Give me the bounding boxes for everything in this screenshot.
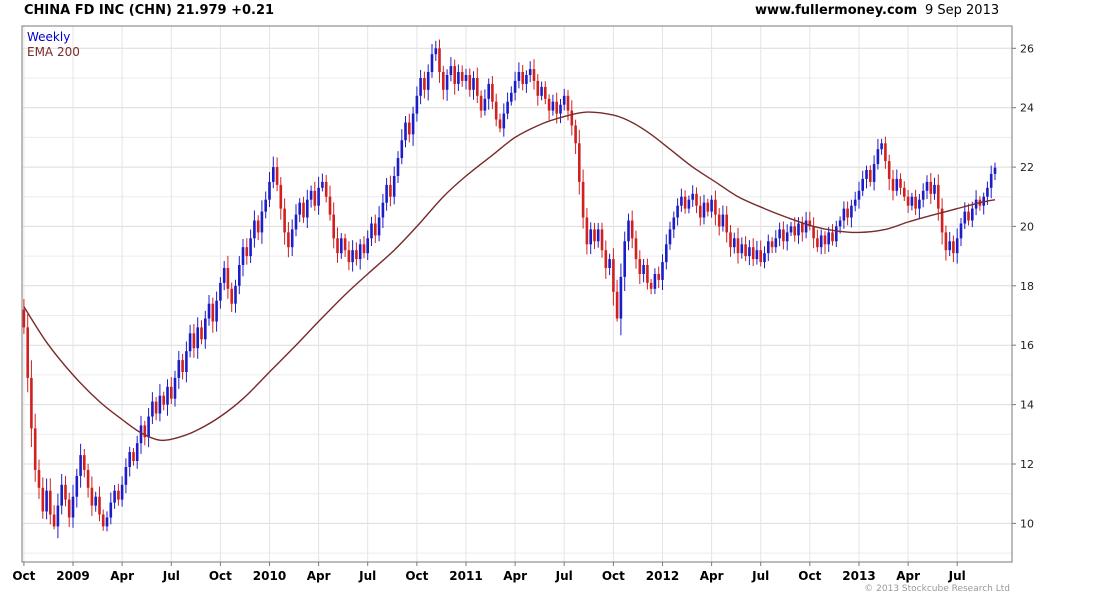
svg-text:2011: 2011 <box>449 569 482 583</box>
svg-text:24: 24 <box>1020 102 1034 115</box>
legend-ema-label: EMA 200 <box>27 45 80 59</box>
svg-text:2012: 2012 <box>646 569 679 583</box>
svg-text:Jul: Jul <box>751 569 769 583</box>
svg-text:12: 12 <box>1020 458 1034 471</box>
svg-text:2009: 2009 <box>56 569 89 583</box>
chart-date: 9 Sep 2013 <box>925 3 1000 18</box>
svg-text:18: 18 <box>1020 280 1034 293</box>
svg-text:20: 20 <box>1020 220 1034 233</box>
instrument-title: CHINA FD INC (CHN) 21.979 +0.21 <box>24 3 275 18</box>
svg-text:16: 16 <box>1020 339 1034 352</box>
svg-text:Jul: Jul <box>162 569 180 583</box>
svg-text:Apr: Apr <box>503 569 527 583</box>
svg-text:Oct: Oct <box>209 569 232 583</box>
svg-text:Apr: Apr <box>110 569 134 583</box>
svg-text:2013: 2013 <box>842 569 875 583</box>
copyright-note: © 2013 Stockcube Research Ltd <box>864 584 1010 594</box>
svg-text:Jul: Jul <box>948 569 966 583</box>
svg-text:2010: 2010 <box>253 569 286 583</box>
svg-text:10: 10 <box>1020 517 1034 530</box>
website-watermark: www.fullermoney.com <box>755 3 918 18</box>
legend-interval-label: Weekly <box>27 30 71 44</box>
svg-text:Apr: Apr <box>307 569 331 583</box>
svg-text:Oct: Oct <box>405 569 428 583</box>
svg-text:Oct: Oct <box>602 569 625 583</box>
svg-text:Apr: Apr <box>700 569 724 583</box>
svg-text:Apr: Apr <box>896 569 920 583</box>
svg-text:Jul: Jul <box>555 569 573 583</box>
svg-text:Oct: Oct <box>798 569 821 583</box>
svg-text:26: 26 <box>1020 42 1034 55</box>
svg-text:14: 14 <box>1020 399 1034 412</box>
svg-text:22: 22 <box>1020 161 1034 174</box>
svg-text:Jul: Jul <box>358 569 376 583</box>
svg-text:Oct: Oct <box>12 569 35 583</box>
